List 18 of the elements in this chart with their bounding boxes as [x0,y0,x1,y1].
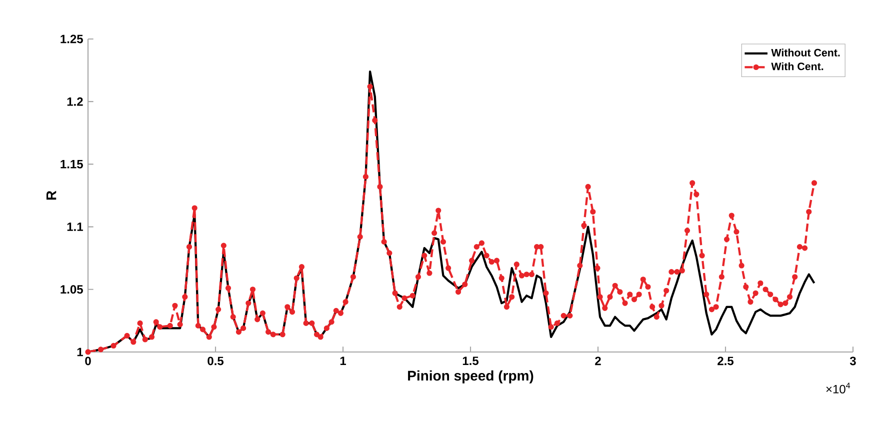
y-axis-title: R [46,190,56,200]
y-tick-label: 1 [77,348,83,356]
x-axis-title: Pinion speed (rpm) [408,370,534,384]
y-tick-label: 1.2 [67,97,83,106]
legend-label: Without Cent. [771,48,840,56]
legend-label: With Cent. [771,62,824,70]
y-tick-label: 1.1 [67,222,83,231]
x-tick-label: 0 [85,356,91,366]
x-tick-label: 1 [340,356,346,365]
y-tick-label: 1.05 [60,285,83,294]
text: ×10$^{4}$ [826,382,850,394]
x-tick-label: 0.5 [208,356,224,366]
x-tick-label: 3 [850,356,856,366]
x-tick-label: 2.5 [718,356,734,366]
x-tick-label: 2 [595,356,601,366]
y-tick-label: 1.25 [60,34,83,44]
x-tick-label: 1.5 [462,356,479,366]
y-tick-label: 1.15 [60,160,83,168]
